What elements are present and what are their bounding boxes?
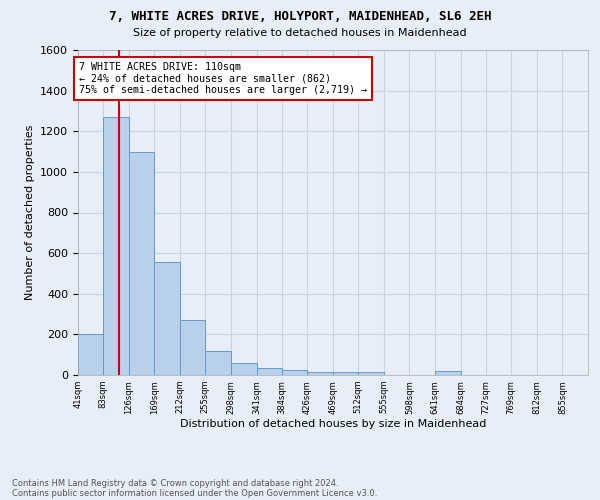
Bar (231, 363, 257, 375)
Bar (282, 370, 307, 375)
Text: Size of property relative to detached houses in Maidenhead: Size of property relative to detached ho… (133, 28, 467, 38)
Bar (307, 372, 333, 375)
Bar (257, 368, 282, 375)
Bar (358, 372, 384, 375)
Bar (154, 262, 180, 375)
Bar (333, 372, 358, 375)
Text: 7, WHITE ACRES DRIVE, HOLYPORT, MAIDENHEAD, SL6 2EH: 7, WHITE ACRES DRIVE, HOLYPORT, MAIDENHE… (109, 10, 491, 23)
Bar (180, 320, 205, 375)
Bar (205, 350, 231, 375)
Bar (103, 117, 128, 375)
Y-axis label: Number of detached properties: Number of detached properties (25, 125, 35, 300)
Text: Contains public sector information licensed under the Open Government Licence v3: Contains public sector information licen… (12, 488, 377, 498)
Bar (435, 371, 461, 375)
X-axis label: Distribution of detached houses by size in Maidenhead: Distribution of detached houses by size … (180, 420, 486, 430)
Text: 7 WHITE ACRES DRIVE: 110sqm
← 24% of detached houses are smaller (862)
75% of se: 7 WHITE ACRES DRIVE: 110sqm ← 24% of det… (79, 62, 367, 96)
Text: Contains HM Land Registry data © Crown copyright and database right 2024.: Contains HM Land Registry data © Crown c… (12, 478, 338, 488)
Bar (128, 152, 154, 375)
Bar (78, 334, 103, 375)
